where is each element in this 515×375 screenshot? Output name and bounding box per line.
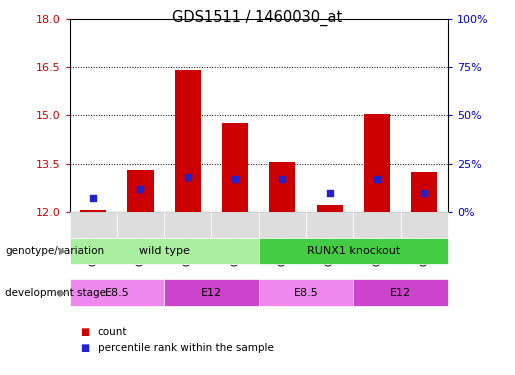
Text: percentile rank within the sample: percentile rank within the sample (98, 343, 274, 353)
Text: E12: E12 (201, 288, 222, 297)
Point (231, 176, 239, 182)
Text: development stage: development stage (5, 288, 106, 297)
Point (136, 186, 145, 192)
Point (278, 176, 286, 182)
Text: RUNX1 knockout: RUNX1 knockout (307, 246, 400, 256)
Text: ▶: ▶ (59, 288, 66, 297)
Point (89, 195, 97, 201)
Text: wild type: wild type (139, 246, 190, 256)
Bar (411, 172, 437, 212)
Point (184, 174, 192, 180)
Text: GDS1511 / 1460030_at: GDS1511 / 1460030_at (173, 9, 342, 26)
Point (420, 190, 428, 196)
Bar (364, 114, 390, 212)
Text: E12: E12 (390, 288, 411, 297)
Text: E8.5: E8.5 (294, 288, 318, 297)
Point (373, 176, 381, 182)
Bar (175, 70, 201, 212)
Bar (269, 162, 296, 212)
Bar (222, 123, 248, 212)
Text: count: count (98, 327, 127, 337)
Text: ▶: ▶ (59, 246, 66, 256)
Bar (80, 210, 106, 212)
Text: genotype/variation: genotype/variation (5, 246, 104, 256)
Point (325, 190, 334, 196)
Bar (317, 206, 343, 212)
Text: E8.5: E8.5 (105, 288, 129, 297)
Bar (128, 170, 153, 212)
Text: ■: ■ (80, 343, 89, 353)
Text: ■: ■ (80, 327, 89, 337)
